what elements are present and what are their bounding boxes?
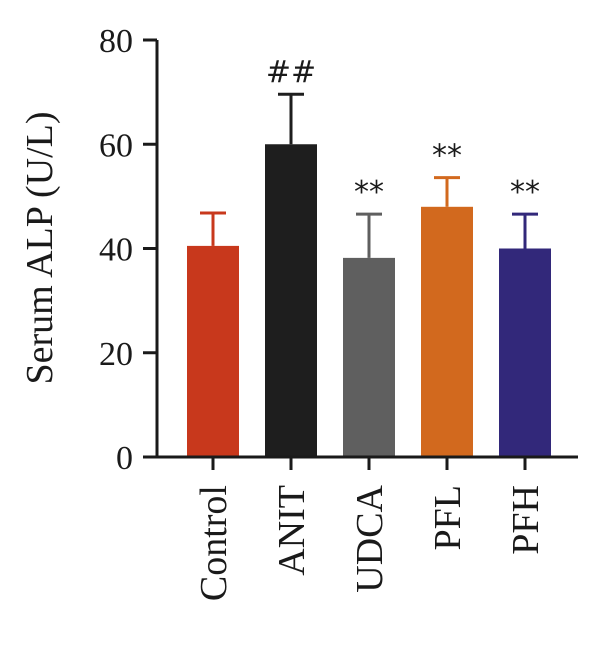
significance-mark: ** (510, 175, 540, 210)
y-tick-label: 80 (99, 23, 133, 60)
significance-mark: ** (432, 139, 462, 174)
y-tick-label: 0 (116, 440, 133, 477)
significance-mark: ** (354, 175, 384, 210)
bars-layer: ## ** ** ** (187, 55, 551, 457)
x-tick-label: Control (193, 485, 235, 601)
y-tick-label: 20 (99, 336, 133, 373)
y-tick-label: 40 (99, 232, 133, 269)
y-tick-label: 60 (99, 127, 133, 164)
bar-anit (265, 144, 317, 457)
significance-mark: ## (266, 55, 316, 90)
bar-pfl (421, 206, 473, 457)
y-axis-label: Serum ALP (U/L) (19, 111, 61, 384)
x-tick-label: PFH (505, 485, 547, 555)
x-tick-label: UDCA (349, 484, 391, 592)
x-tick-label: ANIT (271, 485, 313, 576)
bar-control (187, 245, 239, 457)
axes-layer: 0 20 40 60 80 Control ANIT UDCA PFL PFH (99, 23, 578, 601)
x-tick-label: PFL (427, 485, 469, 550)
bar-pfh (499, 248, 551, 457)
bar-udca (343, 257, 395, 457)
